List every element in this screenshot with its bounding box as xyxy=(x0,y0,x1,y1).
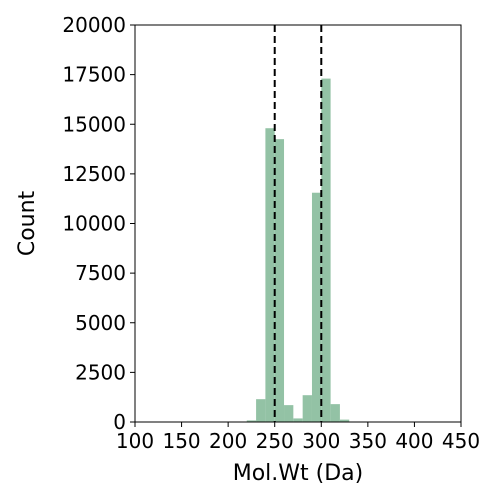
histogram-bar xyxy=(339,419,350,422)
reference-lines xyxy=(273,25,323,422)
x-tick-label: 100 xyxy=(116,429,154,453)
y-tick-label: 17500 xyxy=(62,63,126,87)
y-axis-ticks: 0 2500 5000 7500 10000 12500 15000 17500 20000 xyxy=(62,13,135,434)
histogram-bar xyxy=(265,128,275,422)
x-tick-label: 300 xyxy=(302,429,340,453)
histogram-bar xyxy=(321,78,331,422)
y-tick-label: 5000 xyxy=(75,311,126,335)
histogram-bar xyxy=(302,395,312,422)
x-tick-label: 450 xyxy=(442,429,480,453)
x-axis-ticks: 100 150 200 250 300 350 400 450 xyxy=(116,422,480,453)
histogram-bar xyxy=(246,420,257,422)
plot-frame xyxy=(134,24,462,423)
y-tick-label: 0 xyxy=(113,410,126,434)
histogram-bar xyxy=(330,404,340,422)
histogram-bar xyxy=(256,399,266,422)
histogram-bar xyxy=(311,192,322,422)
y-tick-label: 10000 xyxy=(62,212,126,236)
histogram-bar xyxy=(274,139,285,422)
y-tick-label: 15000 xyxy=(62,112,126,136)
x-tick-label: 200 xyxy=(209,429,247,453)
histogram-bars xyxy=(246,78,350,422)
y-tick-label: 7500 xyxy=(75,261,126,285)
x-tick-label: 150 xyxy=(162,429,200,453)
y-tick-label: 12500 xyxy=(62,162,126,186)
histogram-bar xyxy=(284,405,294,422)
y-tick-label: 20000 xyxy=(62,13,126,37)
x-tick-label: 350 xyxy=(349,429,387,453)
x-tick-label: 250 xyxy=(256,429,294,453)
y-tick-label: 2500 xyxy=(75,360,126,384)
x-tick-label: 400 xyxy=(395,429,433,453)
histogram-bar xyxy=(293,418,303,422)
x-axis-label: Mol.Wt (Da) xyxy=(233,461,364,486)
y-axis-label: Count xyxy=(15,190,40,256)
